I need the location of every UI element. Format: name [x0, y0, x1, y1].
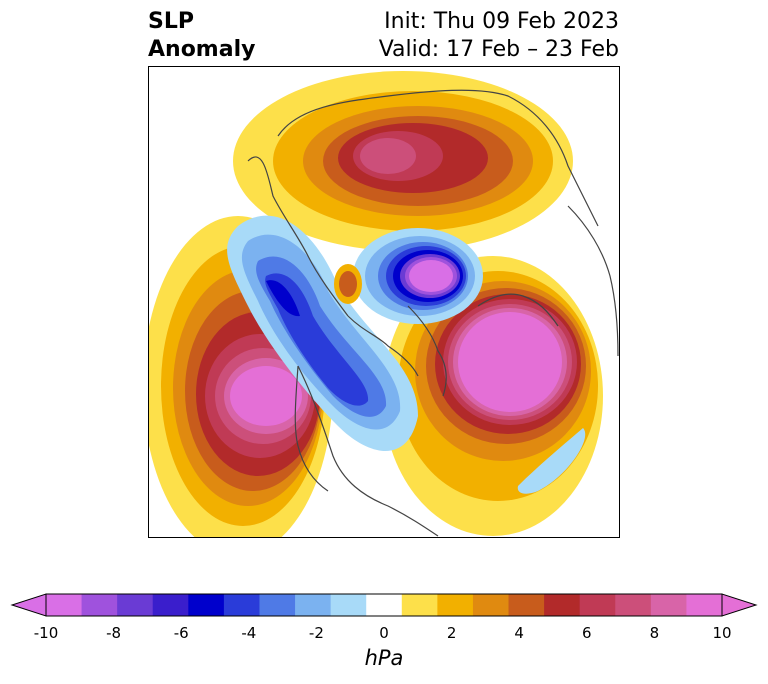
- colorbar-swatch: [117, 594, 154, 616]
- colorbar-tick-labels: -10 -8 -6 -4 -2 0 2 4 6 8 10: [0, 624, 768, 648]
- colorbar-swatch: [508, 594, 545, 616]
- chart-dates: Init: Thu 09 Feb 2023 Valid: 17 Feb – 23…: [379, 8, 619, 64]
- coastlines: [247, 89, 619, 537]
- positive-anomaly-north-pacific: [148, 216, 333, 538]
- init-date: Init: Thu 09 Feb 2023: [384, 9, 619, 34]
- colorbar-swatch: [223, 594, 260, 616]
- colorbar-tick-label: 6: [582, 624, 592, 642]
- colorbar-swatch: [366, 594, 403, 616]
- colorbar-swatch: [330, 594, 367, 616]
- colorbar-swatch: [650, 594, 687, 616]
- map-svg: [148, 66, 620, 538]
- colorbar-tick-label: -4: [241, 624, 257, 642]
- colorbar-swatch: [686, 594, 723, 616]
- negative-anomaly-midatlantic: [517, 428, 586, 494]
- colorbar-units: hPa: [364, 646, 404, 670]
- colorbar-tick-label: -8: [106, 624, 122, 642]
- title-variable-sub: Anomaly: [148, 37, 256, 62]
- colorbar-tick-label: 2: [446, 624, 457, 642]
- positive-anomaly-north-atlantic: [383, 256, 603, 536]
- colorbar-swatch: [46, 594, 83, 616]
- colorbar-swatch: [437, 594, 474, 616]
- colorbar-swatch: [81, 594, 118, 616]
- colorbar-swatch: [259, 594, 296, 616]
- title-variable: SLP: [148, 9, 194, 34]
- colorbar-svg: [10, 593, 758, 617]
- colorbar-tick-label: 8: [649, 624, 660, 642]
- colorbar-tick-label: 10: [712, 624, 732, 642]
- colorbar: [0, 584, 768, 624]
- colorbar-border: [45, 593, 723, 617]
- chart-title: SLP Anomaly: [148, 8, 255, 64]
- colorbar-tick-label: 0: [379, 624, 389, 642]
- colorbar-swatch: [188, 594, 225, 616]
- negative-anomaly-canada: [227, 215, 418, 451]
- colorbar-tick-label: -6: [173, 624, 189, 642]
- colorbar-swatch: [579, 594, 616, 616]
- colorbar-swatch: [295, 594, 332, 616]
- negative-anomaly-barents: [353, 228, 483, 324]
- colorbar-extend-min: [10, 593, 47, 617]
- colorbar-swatch: [152, 594, 189, 616]
- valid-range: Valid: 17 Feb – 23 Feb: [378, 37, 619, 62]
- colorbar-swatch: [472, 594, 510, 616]
- colorbar-swatch: [544, 594, 581, 616]
- colorbar-tick-label: -2: [308, 624, 324, 642]
- colorbar-tick-label: 4: [514, 624, 524, 642]
- colorbar-swatch: [401, 594, 438, 616]
- colorbar-swatch: [615, 594, 652, 616]
- anomaly-map: [148, 66, 620, 538]
- colorbar-extend-max: [721, 593, 758, 617]
- colorbar-tick-label: -10: [33, 624, 59, 642]
- positive-anomaly-eurasia: [233, 71, 573, 251]
